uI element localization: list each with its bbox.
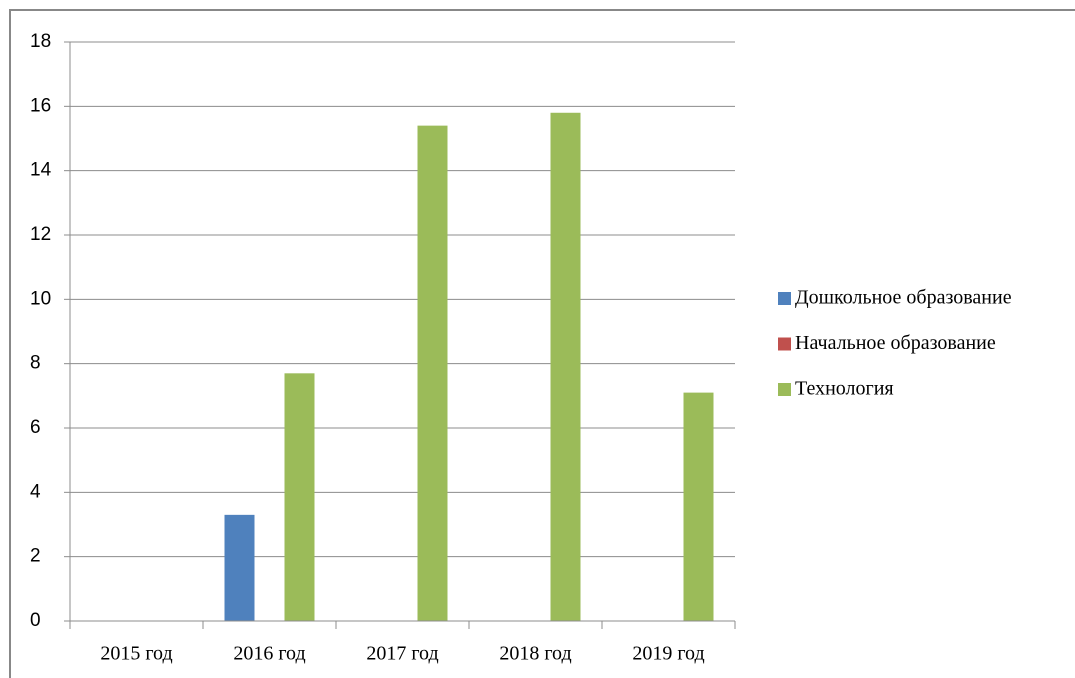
- x-tick-label: 2019 год: [632, 643, 704, 665]
- legend-label: Технология: [795, 378, 894, 400]
- y-tick-label: 6: [30, 417, 41, 438]
- y-tick-label: 12: [30, 224, 51, 245]
- bar: [284, 373, 315, 621]
- y-tick-label: 10: [30, 288, 51, 309]
- legend-swatch: [778, 337, 791, 351]
- y-tick-label: 4: [30, 481, 41, 502]
- bar: [224, 514, 255, 621]
- x-tick-label: 2016 год: [233, 643, 305, 665]
- y-tick-label: 16: [30, 95, 51, 116]
- frame: [9, 9, 1075, 678]
- bar: [683, 392, 714, 621]
- x-tick-label: 2018 год: [499, 643, 571, 665]
- y-tick-label: 14: [30, 160, 52, 181]
- x-tick-label: 2015 год: [100, 643, 172, 665]
- legend-swatch: [778, 292, 791, 305]
- y-tick-label: 0: [30, 610, 41, 631]
- legend-swatch: [778, 383, 791, 396]
- legend-label: Начальное образование: [795, 332, 996, 354]
- x-tick-label: 2017 год: [366, 643, 438, 665]
- bar: [417, 125, 448, 621]
- bar: [550, 112, 581, 622]
- y-tick-label: 18: [30, 31, 51, 52]
- y-tick-label: 8: [30, 353, 41, 374]
- y-tick-label: 2: [30, 546, 41, 567]
- legend-label: Дошкольное образование: [795, 287, 1012, 309]
